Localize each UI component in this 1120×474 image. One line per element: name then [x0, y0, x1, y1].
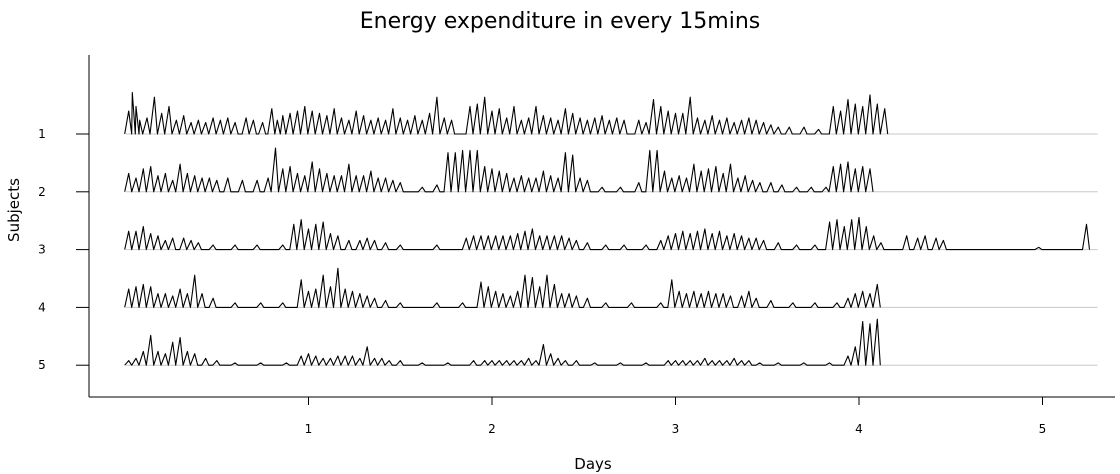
series-line-subject-3 — [124, 216, 1091, 251]
series-line-subject-1 — [124, 92, 889, 135]
x-tick-label-4: 4 — [855, 422, 863, 436]
y-ticks-group: 1 2 3 4 5 — [38, 127, 89, 372]
series-group — [124, 92, 1091, 366]
y-tick-label-1: 1 — [38, 127, 46, 141]
x-tick-label-3: 3 — [672, 422, 680, 436]
x-ticks-group: 1 2 3 4 5 — [305, 397, 1047, 436]
y-tick-label-5: 5 — [38, 358, 46, 372]
series-line-subject-4 — [124, 267, 881, 308]
series-line-subject-5 — [124, 318, 881, 366]
y-tick-label-2: 2 — [38, 185, 46, 199]
y-axis-label: Subjects — [5, 178, 23, 242]
chart-title: Energy expenditure in every 15mins — [360, 9, 761, 34]
x-tick-label-2: 2 — [488, 422, 496, 436]
y-tick-label-4: 4 — [38, 300, 46, 314]
x-tick-label-5: 5 — [1039, 422, 1047, 436]
y-tick-label-3: 3 — [38, 243, 46, 257]
series-line-subject-2 — [124, 147, 874, 193]
x-tick-label-1: 1 — [305, 422, 313, 436]
x-axis-label: Days — [574, 455, 612, 473]
